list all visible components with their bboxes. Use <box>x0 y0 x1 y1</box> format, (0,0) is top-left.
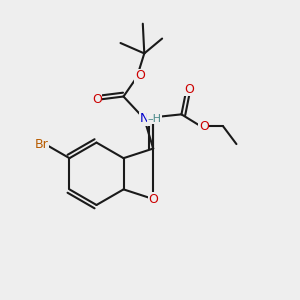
Text: O: O <box>135 69 145 82</box>
Text: O: O <box>184 82 194 96</box>
Text: N: N <box>140 112 149 125</box>
Text: Br: Br <box>35 138 49 151</box>
Text: O: O <box>92 93 102 106</box>
Text: O: O <box>199 120 209 133</box>
Text: O: O <box>148 193 158 206</box>
Text: –H: –H <box>148 114 162 124</box>
